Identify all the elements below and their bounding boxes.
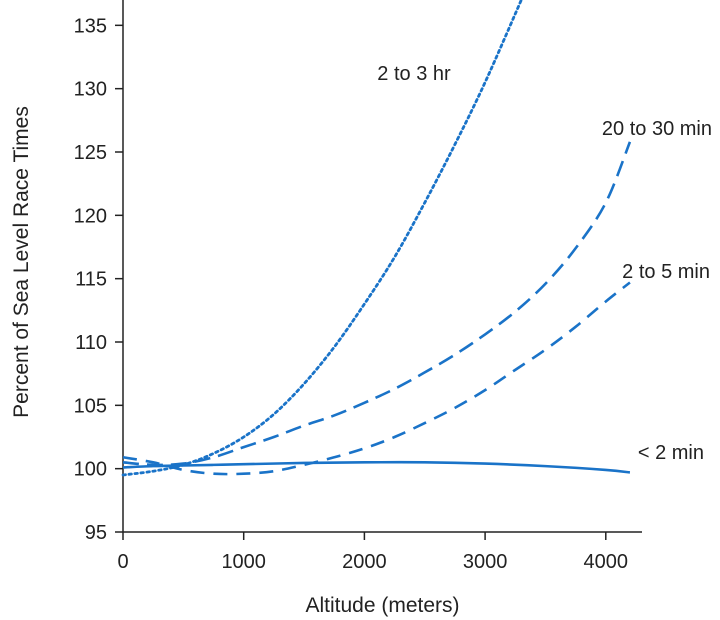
ticks: 95 100 105 110 115 120 125 130 135 0 1000 2000 3000 4…: [74, 15, 628, 573]
y-tick-label: 125: [74, 142, 107, 164]
series-label: 20 to 30 min: [602, 118, 712, 140]
series-label: 2 to 5 min: [622, 261, 710, 283]
x-tick-label: 3000: [463, 551, 508, 573]
y-tick-label: 105: [74, 395, 107, 417]
y-tick-label: 95: [85, 522, 107, 544]
series-lines: [121, 0, 632, 477]
series-line-2-to-5-min: [122, 281, 631, 476]
y-tick-label: 100: [74, 459, 107, 481]
x-tick-label: 1000: [221, 551, 266, 573]
y-tick-label: 120: [74, 205, 107, 227]
series-line-2-min: [122, 460, 631, 474]
x-tick-label: 2000: [342, 551, 387, 573]
x-axis-title: Altitude (meters): [305, 594, 459, 617]
y-tick-label: 115: [75, 269, 107, 291]
x-tick-label: 0: [117, 551, 128, 573]
series-line-20-to-30-min: [122, 141, 632, 467]
series-line-2-to-3-hr: [121, 0, 523, 477]
series-label: 2 to 3 hr: [377, 63, 451, 85]
x-tick-label: 4000: [584, 551, 629, 573]
series-label: < 2 min: [638, 442, 704, 464]
y-axis-title: Percent of Sea Level Race Times: [10, 106, 33, 418]
y-tick-label: 130: [74, 79, 107, 101]
y-tick-label: 135: [74, 15, 107, 37]
series-labels: 2 to 3 hr 20 to 30 min 2 to 5 min < 2 min: [377, 63, 712, 464]
y-tick-label: 110: [75, 332, 107, 354]
